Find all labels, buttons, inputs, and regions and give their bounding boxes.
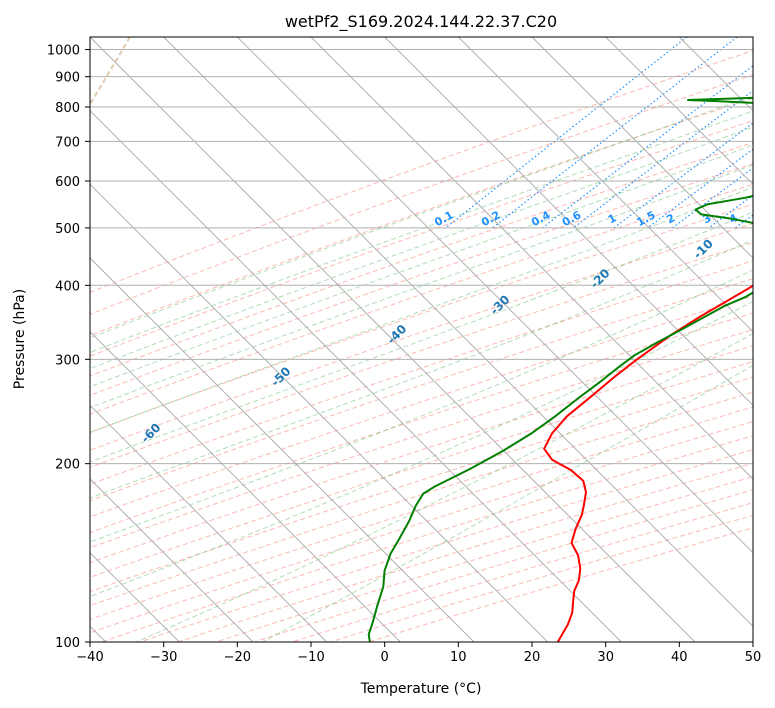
y-tick-label: 1000 bbox=[47, 44, 80, 59]
moist-adiabat bbox=[90, 269, 753, 543]
mixing-ratio-lines bbox=[445, 37, 753, 229]
moist-adiabat bbox=[90, 300, 753, 597]
isotherm bbox=[90, 478, 254, 642]
pressure-gridlines bbox=[90, 49, 753, 642]
temperature-line bbox=[543, 284, 753, 642]
dry-adiabat bbox=[90, 329, 753, 549]
y-tick-label: 900 bbox=[55, 71, 80, 86]
isotherm bbox=[90, 37, 696, 642]
y-axis-ticks: 1000 900 800 700 600 500 400 300 200 100 bbox=[47, 44, 90, 651]
x-tick-label: 10 bbox=[450, 650, 467, 665]
y-tick-label: 200 bbox=[55, 458, 80, 473]
dry-adiabat bbox=[90, 278, 753, 502]
moist-adiabats bbox=[90, 95, 753, 642]
y-tick-label: 500 bbox=[55, 222, 80, 237]
y-tick-label: 600 bbox=[55, 175, 80, 190]
plot-frame bbox=[89, 36, 754, 643]
edge-curve bbox=[90, 37, 131, 107]
plot-area: 0.10.20.40.611.52346810131620253036-100-… bbox=[90, 37, 753, 642]
y-axis-label: Pressure (hPa) bbox=[12, 289, 28, 389]
isotherm bbox=[310, 37, 753, 480]
isotherms bbox=[90, 37, 753, 642]
x-tick-label: 0 bbox=[381, 650, 389, 665]
y-tick-label: 700 bbox=[55, 135, 80, 150]
x-axis-label: Temperature (°C) bbox=[360, 681, 482, 697]
isotherm bbox=[236, 37, 753, 554]
x-tick-label: 20 bbox=[524, 650, 541, 665]
isotherm bbox=[384, 37, 753, 407]
dry-adiabat bbox=[90, 312, 753, 533]
dry-adiabat bbox=[90, 97, 753, 337]
y-tick-label: 800 bbox=[55, 101, 80, 116]
x-tick-label: −40 bbox=[76, 650, 103, 665]
moist-adiabat bbox=[90, 239, 753, 499]
isotherm bbox=[90, 330, 401, 642]
isotherm bbox=[90, 109, 622, 642]
mixing-ratio-line bbox=[672, 167, 753, 229]
dry-adiabat bbox=[90, 361, 753, 578]
isotherm bbox=[457, 37, 753, 333]
dry-adiabat bbox=[90, 142, 753, 377]
dry-adiabat bbox=[90, 241, 753, 469]
dry-adiabat bbox=[90, 295, 753, 518]
moist-adiabat bbox=[90, 186, 753, 434]
dewpoint-line bbox=[367, 96, 753, 642]
chart-title: wetPf2_S169.2024.144.22.37.C20 bbox=[285, 12, 557, 32]
x-tick-label: −10 bbox=[297, 650, 324, 665]
x-tick-label: 30 bbox=[597, 650, 614, 665]
x-tick-label: −20 bbox=[224, 650, 251, 665]
moist-adiabat bbox=[90, 164, 753, 409]
dry-adiabat bbox=[90, 260, 753, 485]
isotherm bbox=[163, 37, 753, 628]
isotherm bbox=[90, 183, 549, 642]
y-tick-label: 300 bbox=[55, 353, 80, 368]
dry-adiabat bbox=[90, 163, 753, 396]
profile-lines bbox=[367, 96, 753, 642]
isotherm bbox=[90, 257, 475, 642]
isotherm bbox=[90, 404, 328, 642]
isotherm bbox=[531, 37, 753, 259]
dry-adiabat bbox=[90, 376, 753, 593]
mixing-ratio-line bbox=[492, 37, 738, 229]
mixing-ratio-line bbox=[572, 89, 753, 229]
dry-adiabat bbox=[90, 223, 753, 451]
dry-adiabats bbox=[90, 37, 753, 642]
isotherm bbox=[605, 37, 753, 186]
x-tick-label: 40 bbox=[671, 650, 688, 665]
y-tick-label: 400 bbox=[55, 279, 80, 294]
dry-adiabat bbox=[90, 391, 753, 607]
dry-adiabat bbox=[90, 50, 753, 293]
x-tick-label: −30 bbox=[150, 650, 177, 665]
moist-adiabat bbox=[262, 364, 753, 642]
mixing-ratio-line bbox=[542, 65, 753, 229]
x-axis-ticks: −40 −30 −20 −10 0 10 20 30 40 50 bbox=[76, 642, 761, 665]
x-tick-label: 50 bbox=[745, 650, 762, 665]
y-tick-label: 100 bbox=[55, 636, 80, 651]
dry-adiabat bbox=[90, 345, 753, 564]
moist-adiabat bbox=[90, 211, 753, 463]
